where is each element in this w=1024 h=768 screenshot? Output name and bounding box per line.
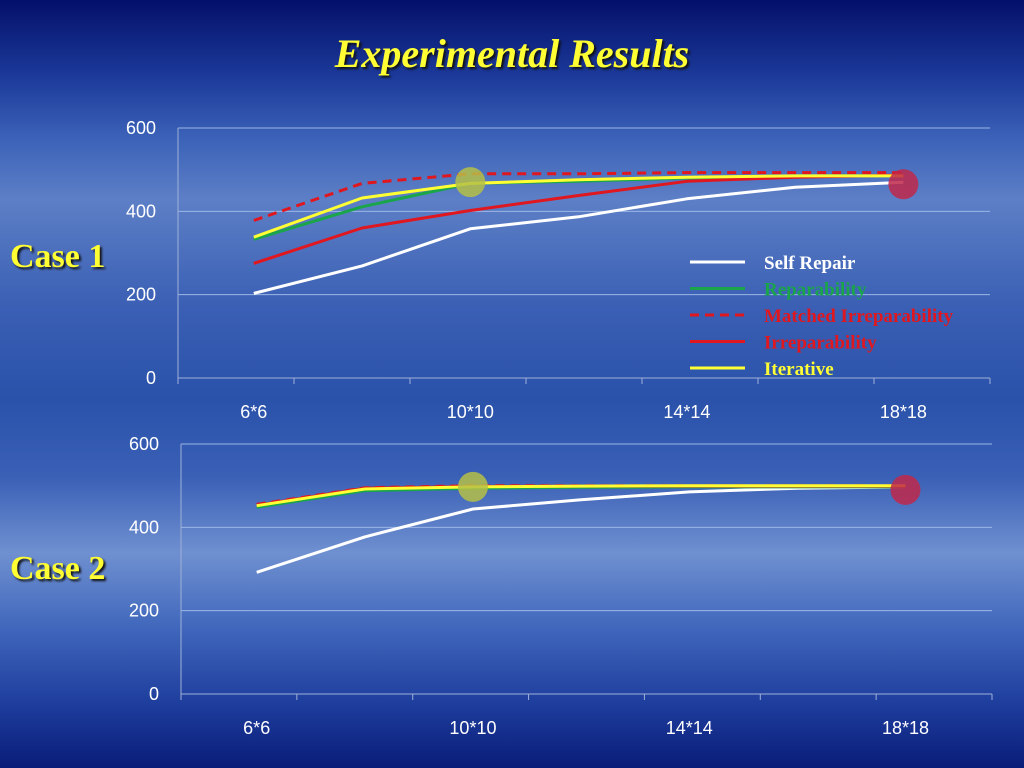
legend-label: Iterative (764, 359, 834, 380)
case2-label: Case 2 (10, 550, 106, 587)
c1-y-tick-label: 600 (126, 118, 156, 138)
c2-y-tick-label: 0 (149, 684, 159, 704)
c2-x-tick-label: 10*10 (449, 718, 496, 738)
c2-series-iterative (256, 484, 906, 508)
c1-highlight-marker-1 (455, 167, 486, 198)
slide-title: Experimental Results (334, 31, 690, 76)
legend-label: Irreparability (764, 333, 877, 354)
c1-y-tick-label: 200 (126, 285, 156, 305)
c2-highlight-marker-2 (890, 474, 921, 505)
c2-x-tick-label: 6*6 (243, 718, 270, 738)
legend-label: Self Repair (764, 253, 856, 274)
c1-y-tick-label: 0 (146, 368, 156, 388)
c1-x-tick-label: 6*6 (240, 402, 267, 422)
legend-label: Matched Irreparability (764, 306, 954, 327)
c1-x-tick-label: 14*14 (663, 402, 710, 422)
c2-y-tick-label: 200 (129, 601, 159, 621)
c1-series-iterative (253, 174, 904, 239)
legend-label: Reparability (764, 280, 867, 301)
c2-y-tick-label: 600 (129, 434, 159, 454)
c1-series-matched-irreparability (253, 171, 904, 222)
c1-series-self-repair (253, 180, 904, 295)
c2-series-self-repair (256, 485, 906, 574)
c1-x-tick-label: 18*18 (880, 402, 927, 422)
c1-y-tick-label: 400 (126, 201, 156, 221)
c2-x-tick-label: 18*18 (882, 718, 929, 738)
c2-x-tick-label: 14*14 (666, 718, 713, 738)
c1-x-tick-label: 10*10 (447, 402, 494, 422)
c1-series-irreparability (253, 173, 904, 265)
case1-label: Case 1 (10, 238, 106, 275)
c2-highlight-marker-1 (457, 471, 488, 502)
c1-highlight-marker-2 (888, 169, 919, 200)
c2-y-tick-label: 400 (129, 517, 159, 537)
